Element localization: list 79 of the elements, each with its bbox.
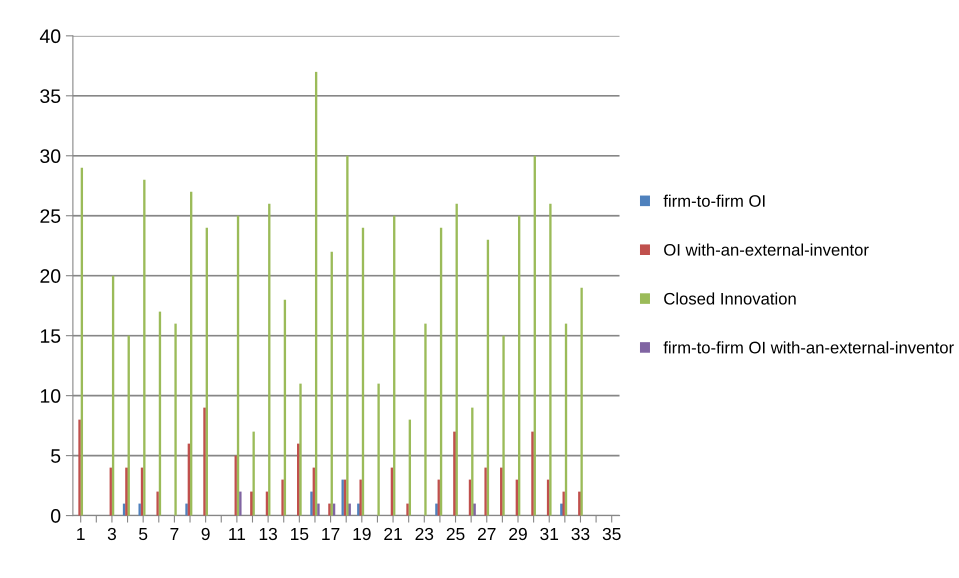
x-tick-label: 31 xyxy=(540,528,558,540)
x-tick-label: 3 xyxy=(108,528,116,540)
x-tick-label: 21 xyxy=(384,528,402,540)
bar xyxy=(297,444,300,516)
bar xyxy=(377,384,380,516)
bar xyxy=(516,480,518,516)
legend-label: Closed Innovation xyxy=(664,292,796,305)
y-tick-label: 5 xyxy=(51,449,60,463)
x-tick-label: 29 xyxy=(509,528,527,540)
bar xyxy=(342,480,344,516)
x-tick-label: 35 xyxy=(602,528,621,540)
bar xyxy=(408,420,412,516)
bar xyxy=(110,468,112,516)
x-tick-label: 1 xyxy=(77,528,85,540)
y-tick-label: 15 xyxy=(40,329,60,343)
legend-label: firm-to-firm OI xyxy=(664,194,765,207)
y-tick-label: 30 xyxy=(40,149,60,164)
x-tick-label: 23 xyxy=(416,528,434,540)
bar xyxy=(500,468,502,516)
bar xyxy=(312,468,315,516)
bar xyxy=(143,180,146,516)
bar xyxy=(80,168,84,516)
bar xyxy=(534,156,536,516)
bar xyxy=(250,492,252,516)
y-tick-label: 20 xyxy=(40,269,60,283)
y-tick-label: 40 xyxy=(40,29,60,44)
y-tick-label: 25 xyxy=(40,209,60,223)
bar xyxy=(518,216,520,516)
bar xyxy=(438,480,440,516)
bar xyxy=(560,504,563,516)
bar xyxy=(268,204,270,516)
bar xyxy=(348,504,351,516)
bar xyxy=(252,432,255,516)
bar xyxy=(156,492,159,516)
bar xyxy=(332,504,336,516)
bar xyxy=(125,468,128,516)
bar xyxy=(390,468,394,516)
bar xyxy=(484,468,487,516)
y-tick-label: 10 xyxy=(40,389,60,403)
x-tick-label: 25 xyxy=(446,528,464,540)
bar xyxy=(578,492,580,516)
bar xyxy=(359,480,362,516)
legend-label: OI with-an-external-inventor xyxy=(664,244,869,256)
x-tick-label: 5 xyxy=(139,528,148,540)
bar xyxy=(234,456,237,516)
bar xyxy=(188,444,190,516)
x-tick-label: 7 xyxy=(170,528,178,540)
x-tick-label: 17 xyxy=(322,528,340,540)
bar xyxy=(346,156,349,516)
bar xyxy=(471,408,474,516)
bar xyxy=(549,204,552,516)
bar xyxy=(580,288,583,516)
bar xyxy=(112,276,114,516)
x-tick-label: 13 xyxy=(260,528,277,540)
bar xyxy=(314,72,318,516)
bar xyxy=(562,492,565,516)
bar xyxy=(330,252,333,516)
x-tick-label: 11 xyxy=(229,528,246,540)
y-tick-label: 35 xyxy=(40,89,60,104)
bar xyxy=(190,192,192,516)
bar xyxy=(328,504,331,516)
bar xyxy=(473,504,476,516)
bar xyxy=(284,300,286,516)
bar xyxy=(357,504,360,516)
x-tick-label: 33 xyxy=(571,528,590,540)
bar xyxy=(128,336,130,516)
x-tick-label: 15 xyxy=(291,528,308,540)
y-tick-label: 0 xyxy=(51,509,60,523)
bar xyxy=(453,432,456,516)
bar xyxy=(206,228,208,516)
bar xyxy=(239,492,242,516)
legend-label: firm-to-firm OI with-an-external-inventor xyxy=(664,341,954,354)
x-tick-label: 19 xyxy=(353,528,371,540)
x-tick-label: 9 xyxy=(202,528,210,540)
bar xyxy=(456,204,458,516)
x-tick-label: 27 xyxy=(478,528,496,540)
bar xyxy=(138,504,141,516)
bar xyxy=(435,504,438,516)
bar xyxy=(393,216,396,516)
